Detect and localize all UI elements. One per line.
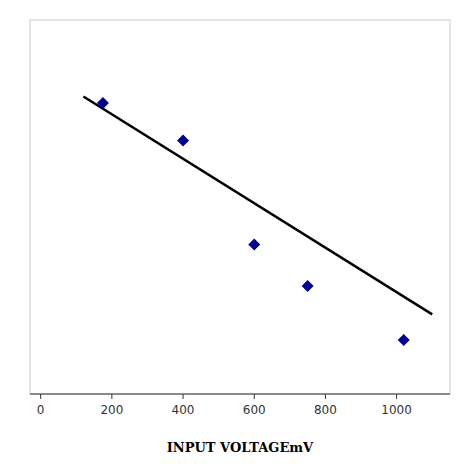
tick-label: 400: [172, 403, 195, 417]
tick-mark: [183, 394, 184, 399]
tick-label: 600: [243, 403, 266, 417]
tick-label: 800: [314, 403, 337, 417]
tick-mark: [325, 394, 326, 399]
scatter-point: [302, 280, 314, 292]
x-axis-line: [30, 393, 450, 394]
tick-mark: [254, 394, 255, 399]
plot-area: [83, 97, 432, 346]
scatter-point: [248, 238, 260, 250]
tick-mark: [40, 394, 41, 399]
plot-frame: [30, 20, 450, 394]
scatter-point: [398, 334, 410, 346]
scatter-point: [97, 97, 109, 109]
x-axis: 0 200 400 600 800 1000: [37, 394, 412, 417]
tick-label: 0: [37, 403, 45, 417]
tick-label: 1000: [381, 403, 412, 417]
chart: 0 200 400 600 800 1000 INPUT VOLTAGEmV: [0, 0, 474, 474]
x-axis-label: INPUT VOLTAGEmV: [167, 440, 314, 455]
tick-mark: [111, 394, 112, 399]
trend-line: [83, 97, 432, 315]
tick-label: 200: [100, 403, 123, 417]
tick-mark: [396, 394, 397, 399]
scatter-point: [177, 135, 189, 147]
